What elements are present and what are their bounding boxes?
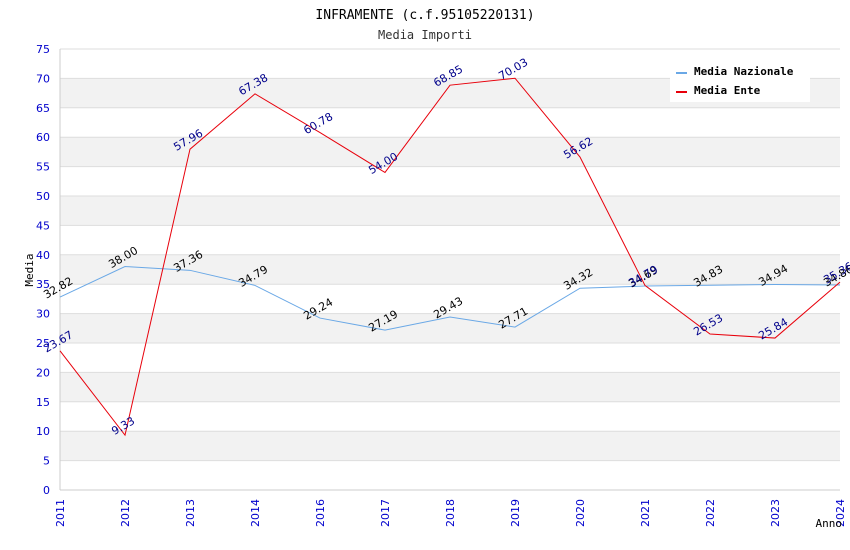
series-line-1 <box>59 77 841 437</box>
data-label: 23.67 <box>41 328 75 355</box>
y-tick-label: 25 <box>36 337 50 350</box>
x-tick-label: 2013 <box>184 499 197 527</box>
legend-label-media-nazionale: Media Nazionale <box>694 65 794 78</box>
y-axis-ticks: 0 5 10 15 20 25 30 35 40 45 50 55 60 65 70 75 <box>36 43 50 497</box>
chart-title: INFRAMENTE (c.f.95105220131) <box>315 8 534 23</box>
y-tick-label: 45 <box>36 219 50 232</box>
y-tick-label: 15 <box>36 396 50 409</box>
y-tick-label: 65 <box>36 102 50 115</box>
background-band <box>60 313 840 343</box>
background-band <box>60 196 840 226</box>
x-tick-label: 2014 <box>249 499 262 527</box>
x-tick-label: 2019 <box>509 499 522 527</box>
y-tick-label: 0 <box>43 484 50 497</box>
y-tick-label: 75 <box>36 43 50 56</box>
y-tick-label: 40 <box>36 249 50 262</box>
series-line-0 <box>59 266 841 331</box>
y-tick-label: 35 <box>36 278 50 291</box>
x-axis-ticks: 2011 2012 2013 2014 2016 2017 2018 2019 2020 2021… <box>54 499 847 527</box>
background-band <box>60 254 840 285</box>
y-tick-label: 55 <box>36 161 50 174</box>
legend-box <box>670 60 810 102</box>
x-tick-label: 2024 <box>834 499 847 527</box>
y-tick-label: 30 <box>36 308 50 321</box>
x-tick-label: 2020 <box>574 499 587 527</box>
x-tick-label: 2022 <box>704 499 717 527</box>
y-tick-label: 60 <box>36 131 50 144</box>
x-axis-label: Anno <box>816 517 843 530</box>
y-tick-label: 70 <box>36 72 50 85</box>
series-lines <box>59 77 841 437</box>
x-tick-label: 2011 <box>54 499 67 527</box>
x-tick-label: 2021 <box>639 499 652 527</box>
x-tick-label: 2012 <box>119 499 132 527</box>
background-band <box>60 137 840 167</box>
y-tick-label: 5 <box>43 455 50 468</box>
data-label: 60.78 <box>301 110 335 137</box>
background-band <box>60 431 840 461</box>
y-tick-label: 50 <box>36 190 50 203</box>
x-tick-label: 2023 <box>769 499 782 527</box>
x-tick-label: 2016 <box>314 499 327 527</box>
background-band <box>60 372 840 402</box>
y-tick-label: 20 <box>36 366 50 379</box>
x-tick-label: 2018 <box>444 499 457 527</box>
chart-subtitle: Media Importi <box>378 28 472 42</box>
y-axis-label: Media <box>23 253 36 286</box>
y-tick-label: 10 <box>36 425 50 438</box>
legend-label-media-ente: Media Ente <box>694 84 761 97</box>
legend: Media Nazionale Media Ente <box>670 60 810 102</box>
background-bands <box>60 78 840 461</box>
x-tick-label: 2017 <box>379 499 392 527</box>
